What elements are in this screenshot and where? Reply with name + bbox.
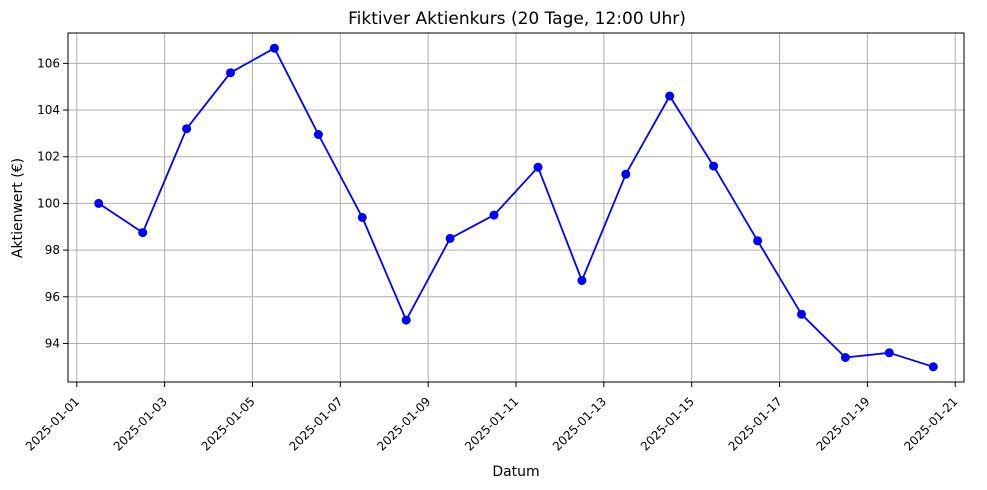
x-axis-title: Datum: [492, 464, 539, 480]
data-point: [182, 124, 192, 134]
data-point: [709, 161, 719, 171]
grid-lines: [68, 33, 964, 382]
y-tick-label: 94: [45, 336, 60, 350]
series-line: [98, 47, 934, 368]
data-point: [621, 169, 631, 179]
chart-title: Fiktiver Aktienkurs (20 Tage, 12:00 Uhr): [348, 9, 686, 29]
data-point: [665, 91, 675, 101]
data-point: [313, 130, 323, 139]
data-point: [753, 236, 763, 246]
y-tick-label: 104: [37, 103, 60, 117]
data-point: [797, 309, 806, 319]
y-tick-label: 96: [45, 290, 60, 304]
y-axis-ticks: 94 96 98 100 102 104 106: [37, 56, 68, 350]
data-point: [489, 210, 499, 220]
data-point: [445, 233, 455, 243]
data-point: [401, 315, 411, 325]
data-point: [138, 228, 148, 238]
y-tick-label: 100: [37, 196, 60, 210]
data-point: [884, 348, 894, 358]
y-tick-label: 106: [37, 56, 60, 70]
data-point: [928, 362, 938, 372]
data-point: [577, 276, 587, 285]
data-point: [269, 43, 279, 53]
y-tick-label: 102: [37, 150, 60, 164]
data-point: [357, 212, 367, 222]
data-point: [840, 353, 850, 362]
y-tick-label: 98: [45, 243, 60, 257]
data-point: [94, 198, 104, 208]
y-axis-title: Aktienwert (€): [10, 158, 26, 258]
data-point: [533, 162, 543, 172]
data-series: [94, 43, 938, 372]
data-point: [226, 68, 235, 78]
